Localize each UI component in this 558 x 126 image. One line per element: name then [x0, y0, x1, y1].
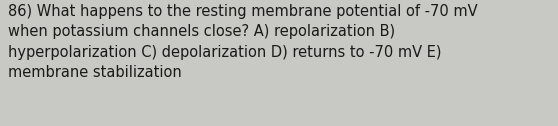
Text: 86) What happens to the resting membrane potential of -70 mV
when potassium chan: 86) What happens to the resting membrane…: [8, 4, 478, 80]
